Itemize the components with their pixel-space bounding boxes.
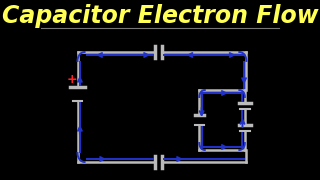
Text: +: + — [67, 73, 77, 86]
Text: Capacitor Electron Flow: Capacitor Electron Flow — [2, 4, 318, 28]
